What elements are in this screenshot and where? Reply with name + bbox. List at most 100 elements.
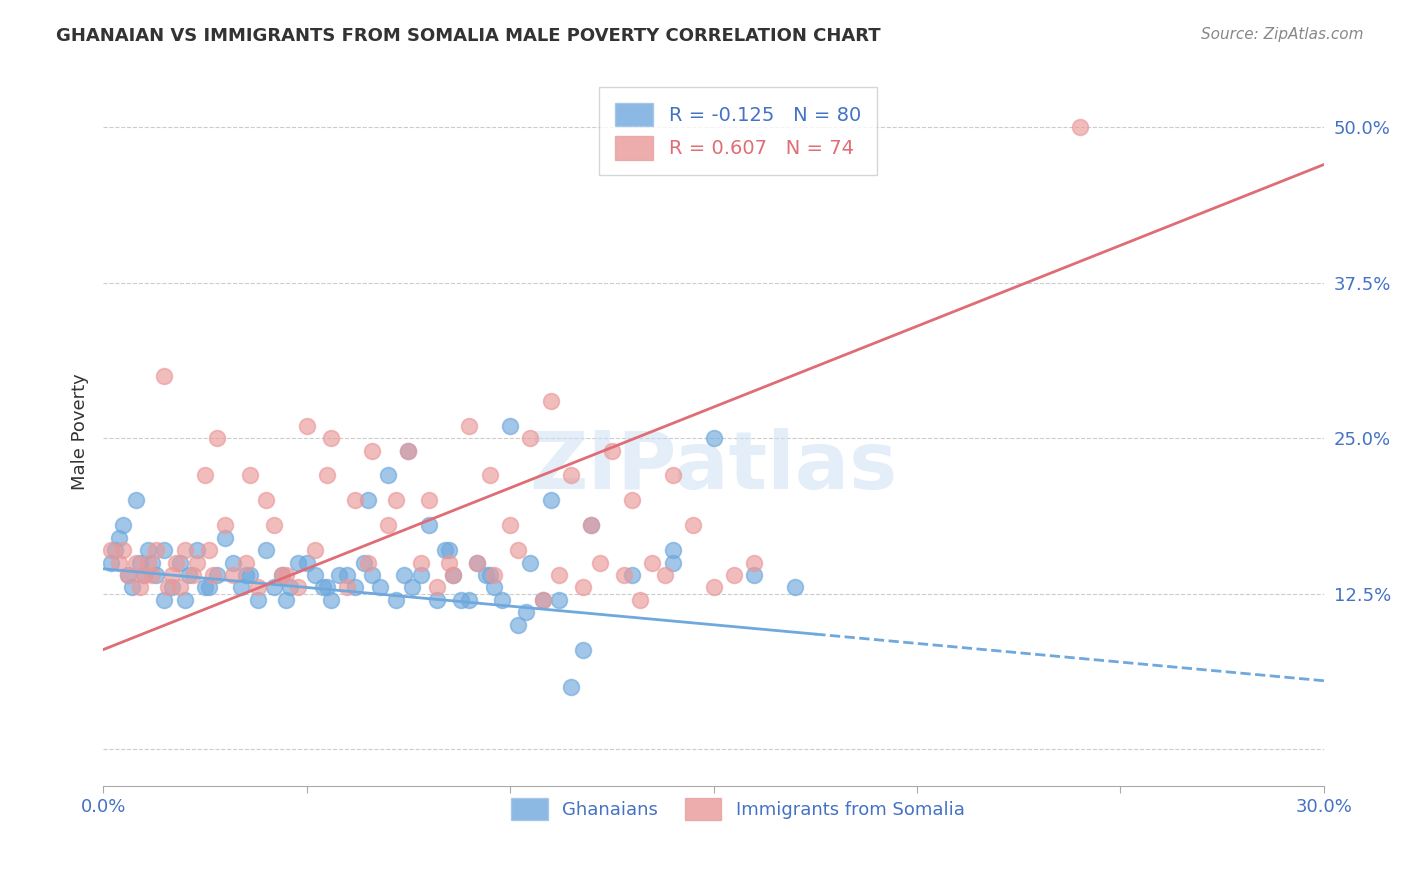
Point xyxy=(572,581,595,595)
Point xyxy=(276,568,298,582)
Point xyxy=(316,581,339,595)
Point xyxy=(572,642,595,657)
Point xyxy=(628,593,651,607)
Point xyxy=(621,568,644,582)
Point xyxy=(235,568,257,582)
Point xyxy=(198,581,221,595)
Point xyxy=(478,568,501,582)
Point xyxy=(581,518,603,533)
Point xyxy=(368,581,391,595)
Point xyxy=(276,593,298,607)
Point xyxy=(482,581,505,595)
Point xyxy=(287,581,309,595)
Point xyxy=(181,568,204,582)
Point xyxy=(360,443,382,458)
Point xyxy=(117,568,139,582)
Point xyxy=(515,605,537,619)
Point xyxy=(214,518,236,533)
Point xyxy=(222,568,245,582)
Point xyxy=(201,568,224,582)
Point xyxy=(173,543,195,558)
Point xyxy=(560,468,582,483)
Point xyxy=(621,493,644,508)
Point xyxy=(613,568,636,582)
Point xyxy=(560,680,582,694)
Point xyxy=(239,468,262,483)
Point xyxy=(723,568,745,582)
Point xyxy=(702,431,724,445)
Point xyxy=(478,468,501,483)
Point xyxy=(295,556,318,570)
Point xyxy=(499,418,522,433)
Point xyxy=(433,543,456,558)
Point xyxy=(319,431,342,445)
Point xyxy=(194,581,217,595)
Point xyxy=(396,443,419,458)
Point xyxy=(328,568,350,582)
Point xyxy=(418,493,440,508)
Point xyxy=(394,568,416,582)
Point xyxy=(588,556,610,570)
Point xyxy=(316,468,339,483)
Point xyxy=(162,568,184,582)
Point xyxy=(531,593,554,607)
Point xyxy=(112,543,135,558)
Point xyxy=(117,568,139,582)
Point xyxy=(441,568,464,582)
Point xyxy=(396,443,419,458)
Point xyxy=(353,556,375,570)
Point xyxy=(441,568,464,582)
Legend: Ghanaians, Immigrants from Somalia: Ghanaians, Immigrants from Somalia xyxy=(496,783,979,834)
Point xyxy=(132,568,155,582)
Point xyxy=(540,393,562,408)
Point xyxy=(547,593,569,607)
Point xyxy=(482,568,505,582)
Point xyxy=(263,581,285,595)
Point xyxy=(1069,120,1091,135)
Point xyxy=(418,518,440,533)
Point xyxy=(304,568,326,582)
Point xyxy=(450,593,472,607)
Point xyxy=(356,556,378,570)
Point xyxy=(319,593,342,607)
Point xyxy=(600,443,623,458)
Point xyxy=(742,568,765,582)
Point xyxy=(426,581,449,595)
Point xyxy=(491,593,513,607)
Point xyxy=(125,493,148,508)
Point xyxy=(214,531,236,545)
Point xyxy=(344,581,367,595)
Point xyxy=(540,493,562,508)
Point xyxy=(194,468,217,483)
Point xyxy=(246,593,269,607)
Y-axis label: Male Poverty: Male Poverty xyxy=(72,374,89,491)
Point xyxy=(356,493,378,508)
Point xyxy=(312,581,335,595)
Point xyxy=(344,493,367,508)
Point xyxy=(145,568,167,582)
Point xyxy=(654,568,676,582)
Point xyxy=(186,556,208,570)
Point xyxy=(145,543,167,558)
Point xyxy=(165,556,187,570)
Point xyxy=(235,556,257,570)
Point xyxy=(360,568,382,582)
Text: ZIPatlas: ZIPatlas xyxy=(530,428,897,507)
Point xyxy=(112,518,135,533)
Point xyxy=(104,543,127,558)
Point xyxy=(100,556,122,570)
Point xyxy=(141,556,163,570)
Point xyxy=(287,556,309,570)
Point xyxy=(682,518,704,533)
Point xyxy=(173,593,195,607)
Point xyxy=(157,581,180,595)
Point xyxy=(409,568,432,582)
Point xyxy=(474,568,496,582)
Point xyxy=(246,581,269,595)
Point xyxy=(108,531,131,545)
Point xyxy=(401,581,423,595)
Point xyxy=(278,581,301,595)
Point xyxy=(153,369,176,384)
Point xyxy=(458,418,481,433)
Point xyxy=(426,593,449,607)
